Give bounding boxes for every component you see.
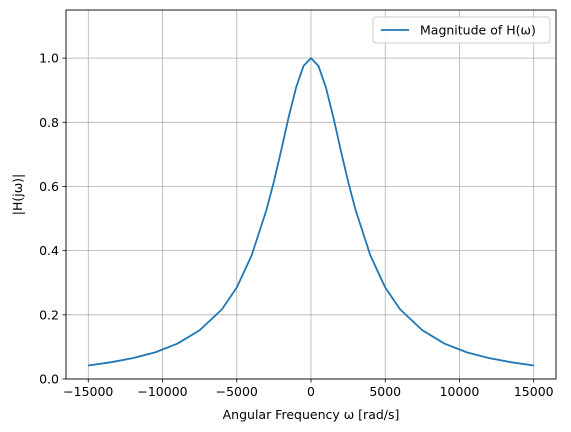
y-tick-label: 0.8 bbox=[39, 115, 59, 130]
series-line bbox=[88, 57, 534, 367]
x-tick-label: −5000 bbox=[216, 384, 258, 399]
y-axis: 0.0 0.2 0.4 0.6 0.8 1.0 bbox=[39, 51, 66, 387]
x-tick-label: 0 bbox=[307, 384, 315, 399]
y-tick-label: 0.4 bbox=[39, 243, 59, 258]
y-tick-label: 1.0 bbox=[39, 51, 59, 66]
x-tick-label: 15000 bbox=[514, 384, 554, 399]
x-tick-label: 10000 bbox=[440, 384, 480, 399]
x-axis-label: Angular Frequency ω [rad/s] bbox=[223, 407, 400, 422]
x-tick-label: −10000 bbox=[137, 384, 187, 399]
legend: Magnitude of H(ω) bbox=[372, 16, 551, 44]
x-axis: −15000 −10000 −5000 0 5000 10000 15000 bbox=[63, 379, 554, 399]
plot-area bbox=[88, 57, 534, 367]
legend-label: Magnitude of H(ω) bbox=[420, 23, 536, 38]
legend-box bbox=[372, 16, 551, 44]
y-tick-label: 0.0 bbox=[39, 372, 59, 387]
y-tick-label: 0.6 bbox=[39, 179, 59, 194]
y-tick-label: 0.2 bbox=[39, 307, 59, 322]
grid bbox=[66, 10, 556, 380]
y-axis-label: |H(jω)| bbox=[10, 174, 25, 216]
x-tick-label: 5000 bbox=[369, 384, 401, 399]
x-tick-label: −15000 bbox=[63, 384, 113, 399]
